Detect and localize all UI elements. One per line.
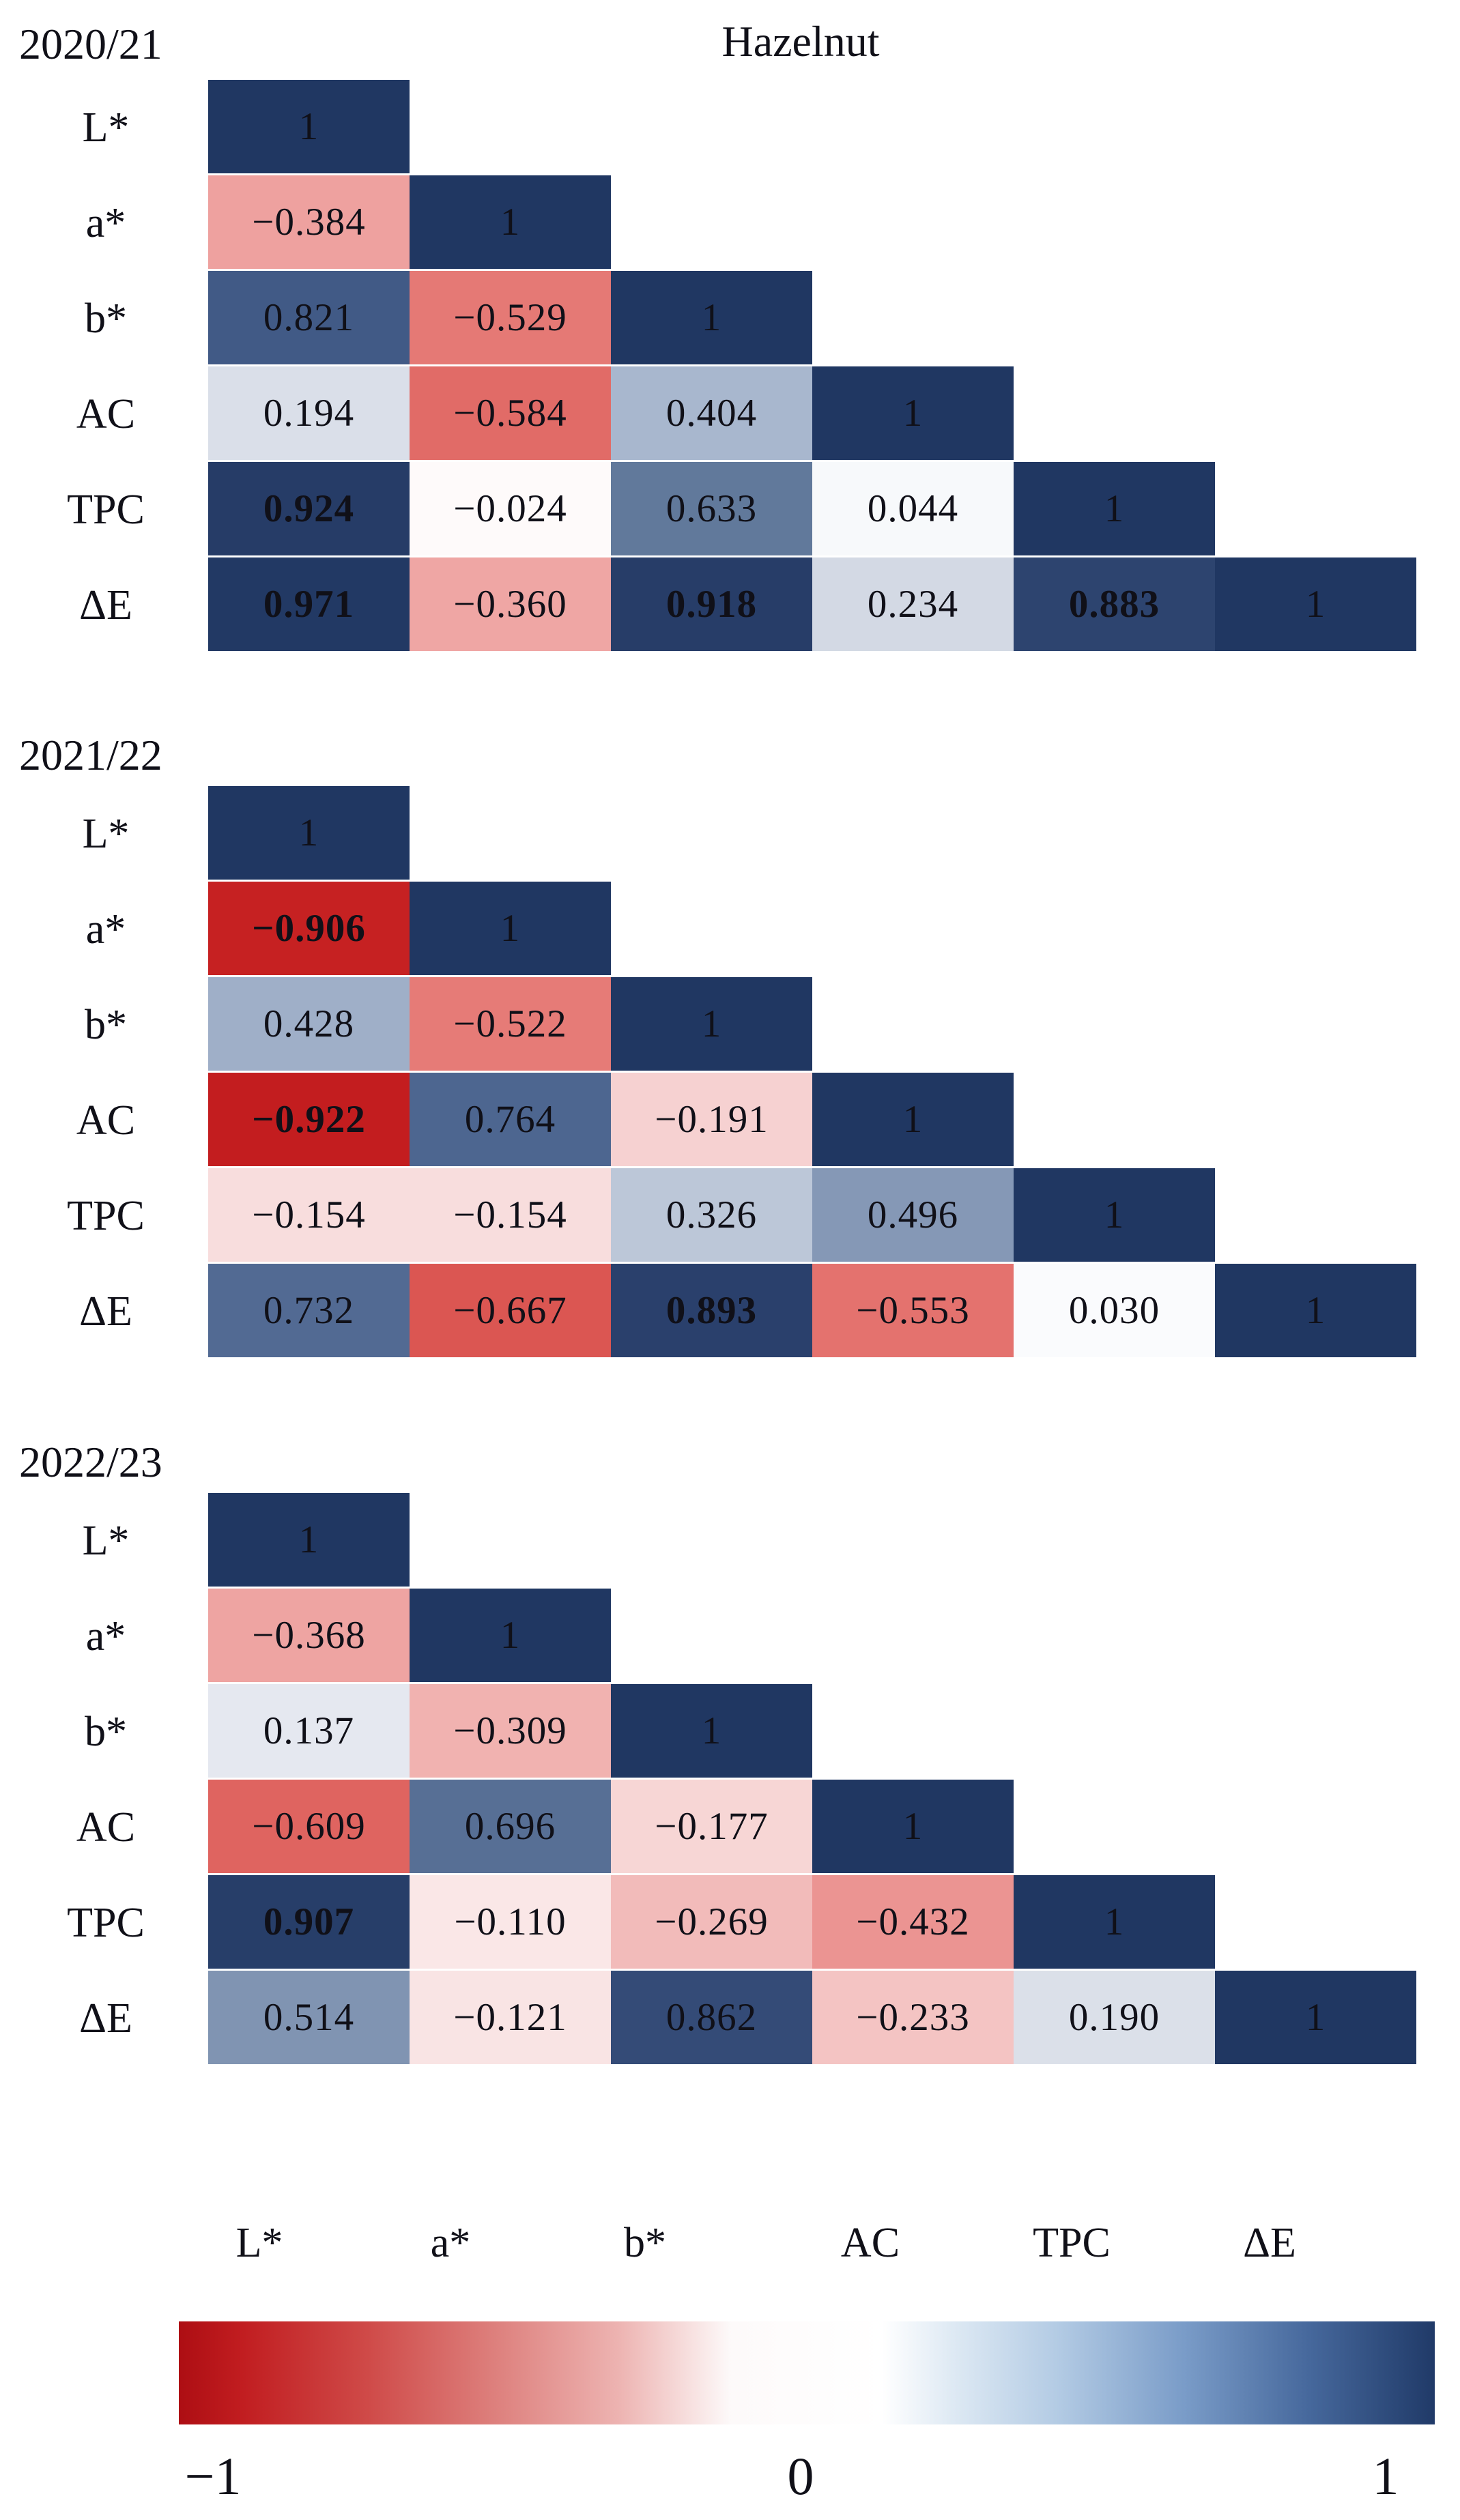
matrix-cell: −0.922 [208,1073,410,1168]
season-title-2020-21: 2020/21 [19,20,162,68]
row-label: TPC [67,1899,145,1946]
matrix-cell: −0.269 [611,1875,812,1971]
matrix-2020-21: L* 1 a* −0.384 1 b* 0.821 −0.529 1 AC 0.194 −0.584 0… [3,80,1416,653]
matrix-cell: −0.553 [812,1264,1014,1359]
matrix-cell: 0.764 [410,1073,611,1168]
row-label: ΔE [79,1995,132,2042]
matrix-cell: 1 [208,1493,410,1589]
matrix-cell: −0.121 [410,1971,611,2066]
matrix-cell: 0.514 [208,1971,410,2066]
matrix-cell: −0.177 [611,1780,812,1875]
row-label: AC [76,390,136,437]
matrix-cell: −0.584 [410,366,611,462]
matrix-cell: −0.432 [812,1875,1014,1971]
season-title-2021-22: 2021/22 [19,731,162,779]
matrix-cell: 0.862 [611,1971,812,2066]
row-label: TPC [67,486,145,533]
matrix-cell: 0.633 [611,462,812,557]
row-label: a* [85,906,126,953]
matrix-cell: 0.907 [208,1875,410,1971]
matrix-cell: 0.696 [410,1780,611,1875]
matrix-cell: −0.609 [208,1780,410,1875]
matrix-cell: 0.893 [611,1264,812,1359]
colorbar-gradient [179,2321,1435,2424]
matrix-cell: −0.154 [208,1168,410,1264]
matrix-cell: 1 [410,175,611,271]
matrix-cell: −0.384 [208,175,410,271]
row-label: AC [76,1097,136,1144]
matrix-cell: 0.030 [1014,1264,1215,1359]
row-label: a* [85,1612,126,1660]
row-label: ΔE [79,1288,132,1335]
matrix-cell: 1 [812,1780,1014,1875]
matrix-cell: −0.529 [410,271,611,366]
matrix-cell: −0.024 [410,462,611,557]
matrix-cell: 0.234 [812,557,1014,653]
matrix-cell: 1 [1014,462,1215,557]
matrix-cell: −0.522 [410,977,611,1073]
x-axis-label: ΔE [1243,2220,1296,2266]
x-axis-label: TPC [1033,2220,1111,2266]
matrix-cell: 1 [1014,1875,1215,1971]
colorbar-tick-positive-one: 1 [1372,2446,1399,2506]
matrix-cell: 0.496 [812,1168,1014,1264]
matrix-cell: 1 [1215,1264,1416,1359]
matrix-cell: 1 [1014,1168,1215,1264]
matrix-cell: 0.044 [812,462,1014,557]
matrix-cell: 0.971 [208,557,410,653]
matrix-cell: −0.233 [812,1971,1014,2066]
matrix-cell: −0.906 [208,882,410,977]
matrix-cell: 0.883 [1014,557,1215,653]
season-title-2022-23: 2022/23 [19,1438,162,1486]
matrix-cell: 0.732 [208,1264,410,1359]
row-label: L* [82,810,130,857]
matrix-cell: −0.154 [410,1168,611,1264]
row-label: b* [85,295,127,342]
matrix-cell: 0.326 [611,1168,812,1264]
matrix-cell: 1 [1215,557,1416,653]
matrix-cell: 1 [410,1589,611,1684]
matrix-cell: 0.404 [611,366,812,462]
matrix-cell: 0.918 [611,557,812,653]
x-axis-label: b* [624,2220,666,2266]
x-axis-label: AC [840,2220,900,2266]
row-label: L* [82,1517,130,1564]
colorbar-tick-zero: 0 [787,2446,814,2506]
matrix-cell: 0.190 [1014,1971,1215,2066]
matrix-cell: −0.110 [410,1875,611,1971]
matrix-cell: 1 [1215,1971,1416,2066]
matrix-cell: −0.368 [208,1589,410,1684]
figure-title: Hazelnut [721,17,880,66]
matrix-cell: 0.821 [208,271,410,366]
matrix-cell: 0.428 [208,977,410,1073]
matrix-cell: 1 [611,271,812,366]
matrix-cell: −0.309 [410,1684,611,1780]
matrix-cell: 1 [611,1684,812,1780]
matrix-2022-23: L* 1 a* −0.368 1 b* 0.137 −0.309 1 AC −0.609 0.696−… [3,1493,1416,2066]
matrix-cell: 1 [208,786,410,882]
matrix-cell: 0.194 [208,366,410,462]
row-label: ΔE [79,581,132,628]
row-label: b* [85,1708,127,1755]
matrix-cell: −0.667 [410,1264,611,1359]
colorbar-tick-negative-one: −1 [184,2446,242,2506]
matrix-2021-22: L* 1 a* −0.906 1 b* 0.428 −0.522 1 AC −0.922 0.764−… [3,786,1416,1359]
matrix-cell: 1 [208,80,410,175]
row-label: TPC [67,1192,145,1239]
matrix-cell: −0.191 [611,1073,812,1168]
row-label: L* [82,104,130,151]
matrix-cell: 1 [611,977,812,1073]
matrix-cell: 1 [410,882,611,977]
x-axis-label: L* [235,2220,283,2266]
row-label: b* [85,1001,127,1048]
row-label: a* [85,199,126,246]
matrix-cell: 1 [812,366,1014,462]
matrix-cell: −0.360 [410,557,611,653]
matrix-cell: 0.924 [208,462,410,557]
matrix-cell: 1 [812,1073,1014,1168]
x-axis-label: a* [430,2220,471,2266]
matrix-cell: 0.137 [208,1684,410,1780]
row-label: AC [76,1804,136,1851]
